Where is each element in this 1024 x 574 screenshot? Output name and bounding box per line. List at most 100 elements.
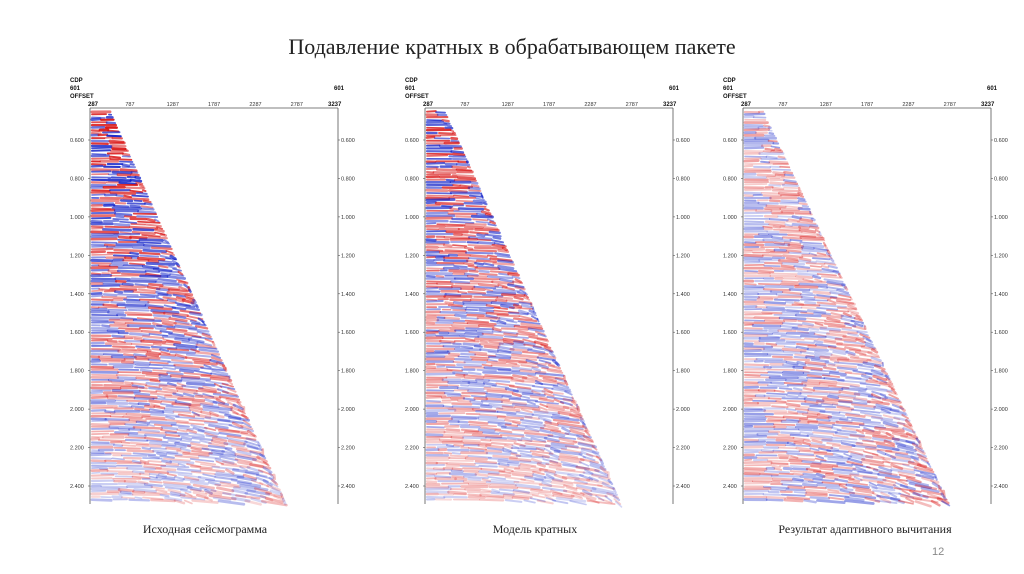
time-tick-right: 1.600 [676,330,690,336]
offset-tick-label: 2287 [249,102,261,108]
offset-tick-label: 1287 [820,102,832,108]
seismic-events [743,110,951,508]
time-tick-right: 1.000 [341,215,355,221]
time-tick-right: 1.200 [676,253,690,259]
cdp-left-value: 601 [723,86,734,92]
time-tick-left: 2.000 [723,407,737,413]
seismic-gather-multiples: CDP 601 601 OFFSET 287 787 1287 1787 2287 2787 323… [405,78,690,508]
offset-tick-label: 1287 [502,102,514,108]
time-tick-left: 1.800 [70,369,84,375]
time-tick-left: 0.800 [723,176,737,182]
time-tick-right: 2.400 [676,484,690,490]
cdp-right-value: 601 [987,86,998,92]
time-tick-left: 2.200 [405,446,419,452]
time-tick-left: 2.200 [70,446,84,452]
time-tick-right: 2.200 [341,446,355,452]
time-tick-left: 1.200 [70,253,84,259]
offset-tick-label: 1787 [861,102,873,108]
time-tick-right: 1.000 [994,215,1008,221]
page-number: 12 [932,546,945,558]
offset-tick-label: 2287 [584,102,596,108]
time-tick-left: 1.400 [723,292,737,298]
time-tick-right: 2.200 [676,446,690,452]
cdp-left-value: 601 [70,86,81,92]
time-tick-left: 1.800 [723,369,737,375]
offset-tick-label: 3237 [981,102,995,108]
time-tick-right: 1.800 [341,369,355,375]
offset-label: OFFSET [723,94,747,100]
time-tick-right: 1.800 [994,369,1008,375]
cdp-label: CDP [405,78,418,84]
time-tick-right: 1.200 [341,253,355,259]
offset-tick-label: 787 [778,102,787,108]
time-tick-left: 1.800 [405,369,419,375]
cdp-left-value: 601 [405,86,416,92]
panel-multiple-model: CDP 601 601 OFFSET 287 787 1287 1787 2287 2787 323… [405,74,695,514]
time-tick-left: 0.600 [723,138,737,144]
offset-tick-label: 287 [423,102,434,108]
seismic-gather-original: CDP 601 601 OFFSET 287 787 1287 1787 2287 2787 323… [70,78,355,507]
cdp-right-value: 601 [334,86,345,92]
time-tick-left: 1.200 [405,253,419,259]
caption-original: Исходная сейсмограмма [142,522,268,536]
seismic-gather-subtracted: CDP 601 601 OFFSET 287 787 1287 1787 2287 2787 323… [723,78,1008,508]
offset-label: OFFSET [405,94,429,100]
time-tick-right: 1.200 [994,253,1008,259]
time-tick-right: 0.600 [676,138,690,144]
time-tick-right: 1.400 [676,292,690,298]
time-tick-left: 1.600 [70,330,84,336]
time-tick-right: 0.600 [994,138,1008,144]
offset-tick-label: 787 [460,102,469,108]
time-tick-right: 2.400 [341,484,355,490]
time-tick-left: 1.000 [405,215,419,221]
cdp-label: CDP [723,78,736,84]
time-tick-right: 2.200 [994,446,1008,452]
time-tick-left: 0.600 [405,138,419,144]
time-tick-right: 1.600 [994,330,1008,336]
offset-tick-label: 287 [88,102,99,108]
offset-tick-label: 3237 [328,102,342,108]
offset-label: OFFSET [70,94,94,100]
offset-tick-label: 3237 [663,102,677,108]
cdp-right-value: 601 [669,86,680,92]
time-tick-left: 0.800 [405,176,419,182]
offset-tick-label: 2787 [626,102,638,108]
time-tick-left: 0.600 [70,138,84,144]
time-tick-right: 0.600 [341,138,355,144]
time-tick-right: 1.400 [994,292,1008,298]
time-tick-left: 2.400 [723,484,737,490]
seismic-events [425,110,623,508]
panel-adaptive-subtraction: CDP 601 601 OFFSET 287 787 1287 1787 2287 2787 323… [723,74,1013,514]
time-tick-left: 1.000 [70,215,84,221]
time-tick-right: 0.800 [676,176,690,182]
time-tick-right: 0.800 [994,176,1008,182]
time-tick-left: 1.000 [723,215,737,221]
time-tick-left: 1.600 [723,330,737,336]
offset-tick-label: 1787 [543,102,555,108]
time-tick-right: 1.000 [676,215,690,221]
offset-tick-label: 1787 [208,102,220,108]
time-tick-right: 2.000 [341,407,355,413]
time-tick-right: 1.600 [341,330,355,336]
time-tick-left: 0.800 [70,176,84,182]
time-tick-left: 2.000 [70,407,84,413]
time-tick-right: 2.400 [994,484,1008,490]
time-tick-right: 0.800 [341,176,355,182]
time-tick-left: 1.600 [405,330,419,336]
time-tick-right: 1.400 [341,292,355,298]
time-tick-right: 1.800 [676,369,690,375]
time-tick-right: 2.000 [676,407,690,413]
seismic-events [90,110,288,507]
offset-tick-label: 2787 [291,102,303,108]
panel-original-gather: CDP 601 601 OFFSET 287 787 1287 1787 2287 2787 323… [70,74,360,514]
time-tick-left: 1.400 [405,292,419,298]
offset-tick-label: 1287 [167,102,179,108]
time-tick-right: 2.000 [994,407,1008,413]
offset-tick-label: 287 [741,102,752,108]
time-tick-left: 2.200 [723,446,737,452]
cdp-label: CDP [70,78,83,84]
offset-tick-label: 2287 [902,102,914,108]
slide-title: Подавление кратных в обрабатывающем паке… [288,34,736,59]
caption-multiple-model: Модель кратных [492,522,578,536]
time-tick-left: 1.400 [70,292,84,298]
